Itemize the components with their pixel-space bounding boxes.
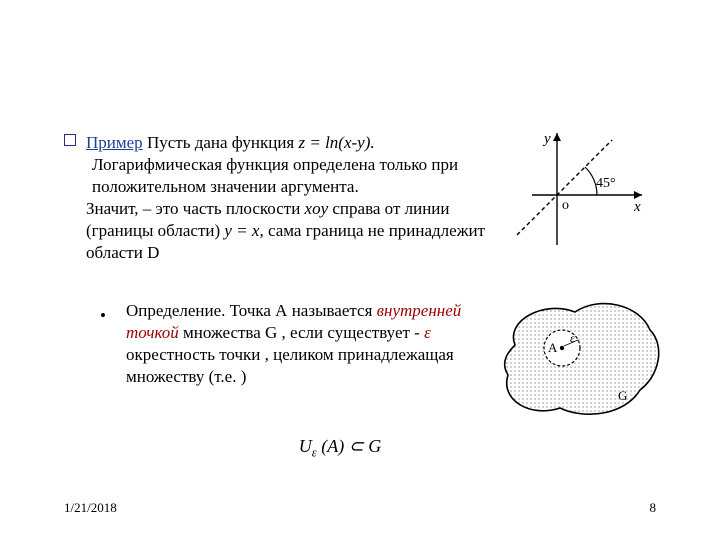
para3d: y = x (224, 221, 259, 240)
region-diagram: A ε G (490, 290, 670, 430)
definition-label: Определение. (126, 301, 225, 320)
epsilon-symbol: ε (424, 323, 431, 342)
bullet-square-icon (64, 134, 76, 146)
para3a: Значит, – это часть плоскости (86, 199, 305, 218)
example-para3: Значит, – это часть плоскости xoy справа… (86, 198, 486, 264)
subset-formula: Uε (A) ⊂ G (210, 436, 470, 461)
point-a-label: A (548, 340, 558, 355)
origin-label: o (562, 198, 569, 213)
footer-date: 1/21/2018 (64, 500, 117, 516)
example-para2: Логарифмическая функция определена тольк… (92, 154, 486, 198)
example-formula-inline: z = ln(x-y). (299, 133, 375, 152)
definition-block: Определение. Точка А называется внутренн… (126, 300, 476, 388)
y-axis-label: y (542, 131, 551, 147)
axes-diagram: y x o 45° (502, 125, 652, 255)
x-axis-label: x (633, 199, 641, 215)
region-g-label: G (618, 388, 627, 403)
slide: Пример Пусть дана функция z = ln(x-y). Л… (0, 0, 720, 540)
def-t2: множества G , если существует - (179, 323, 424, 342)
bullet-dot-icon: • (100, 306, 106, 326)
example-block: Пример Пусть дана функция z = ln(x-y). Л… (86, 132, 486, 265)
def-t3: окрестность точки , целиком принадлежаща… (126, 345, 454, 386)
def-t1: Точка А называется (225, 301, 376, 320)
footer-page-number: 8 (650, 500, 657, 516)
example-text-1: Пусть дана функция (143, 133, 299, 152)
para3b: xoy (305, 199, 329, 218)
example-label: Пример (86, 133, 143, 152)
angle-label: 45° (596, 176, 616, 191)
